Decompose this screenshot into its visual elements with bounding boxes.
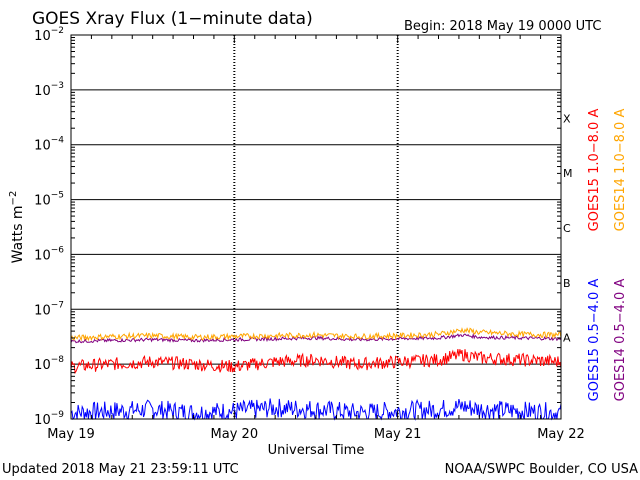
- y-tick-exponent: −7: [51, 300, 64, 310]
- y-tick-exponent: −2: [51, 26, 64, 36]
- y-axis-title-text: Watts m: [10, 205, 26, 263]
- y-tick-label: 10−6: [34, 245, 64, 263]
- series-line: [70, 349, 562, 375]
- legend: GOES15 1.0−8.0 A GOES14 1.0−8.0 A GOES15 0…: [587, 109, 628, 402]
- y-tick-label: 10−8: [34, 355, 64, 373]
- flare-class-label: C: [563, 222, 571, 235]
- y-tick-base: 10: [34, 303, 51, 318]
- x-axis-title: Universal Time: [268, 443, 365, 458]
- y-tick-base: 10: [34, 248, 51, 263]
- flare-class-label: A: [563, 332, 571, 345]
- y-tick-exponent: −9: [51, 410, 65, 420]
- y-tick-label: 10−9: [34, 410, 64, 428]
- updated-timestamp: Updated 2018 May 21 23:59:11 UTC: [2, 462, 239, 477]
- y-tick-base: 10: [34, 84, 51, 99]
- y-axis-title-sup: −2: [8, 191, 19, 206]
- y-axis-title: Watts m−2: [8, 191, 26, 264]
- y-tick-base: 10: [34, 29, 51, 44]
- flare-class-label: M: [563, 167, 573, 180]
- y-tick-exponent: −6: [51, 245, 65, 255]
- series-line: [70, 333, 562, 344]
- axis-ticks: [70, 35, 562, 419]
- y-tick-base: 10: [34, 358, 51, 373]
- y-tick-label: 10−5: [34, 191, 64, 209]
- begin-time: Begin: 2018 May 19 0000 UTC: [404, 19, 601, 34]
- y-tick-exponent: −8: [51, 355, 65, 365]
- x-tick-label: May 19: [47, 427, 95, 442]
- y-tick-base: 10: [34, 194, 51, 209]
- grid-lines: [71, 35, 561, 419]
- x-tick-label: May 22: [537, 427, 585, 442]
- y-tick-exponent: −4: [51, 136, 65, 146]
- series-line: [70, 327, 562, 342]
- y-tick-label: 10−2: [34, 26, 64, 44]
- y-tick-exponent: −3: [51, 81, 64, 91]
- y-tick-base: 10: [34, 413, 51, 428]
- y-tick-exponent: −5: [51, 191, 64, 201]
- legend-entry: GOES14 0.5−4.0 A: [613, 279, 628, 402]
- y-tick-label: 10−4: [34, 136, 64, 154]
- flare-class-label: B: [563, 277, 571, 290]
- y-tick-label: 10−3: [34, 81, 64, 99]
- legend-entry: GOES14 1.0−8.0 A: [613, 109, 628, 232]
- flare-class-label: X: [563, 112, 571, 125]
- y-tick-base: 10: [34, 139, 51, 154]
- y-tick-label: 10−7: [34, 300, 64, 318]
- x-tick-label: May 21: [374, 427, 422, 442]
- legend-entry: GOES15 1.0−8.0 A: [587, 109, 602, 232]
- legend-entry: GOES15 0.5−4.0 A: [587, 279, 602, 402]
- credit-text: NOAA/SWPC Boulder, CO USA: [445, 462, 638, 477]
- x-tick-label: May 20: [211, 427, 259, 442]
- chart-title: GOES Xray Flux (1−minute data): [32, 9, 313, 29]
